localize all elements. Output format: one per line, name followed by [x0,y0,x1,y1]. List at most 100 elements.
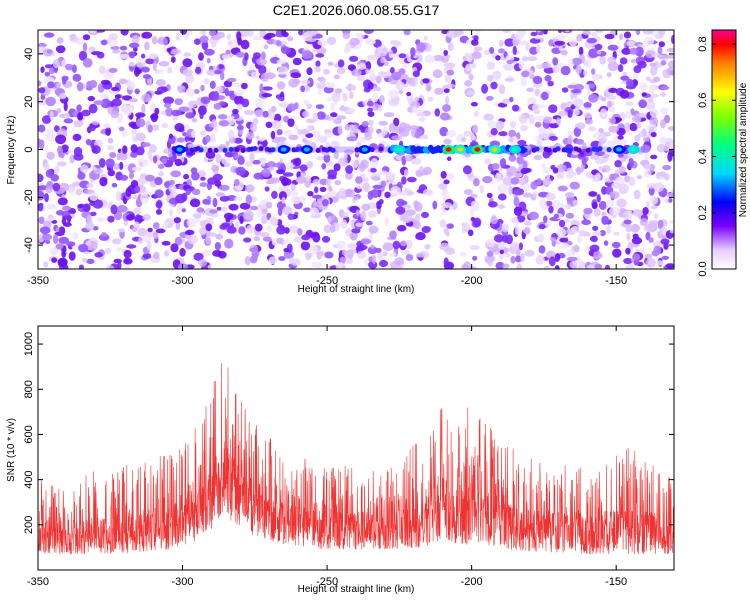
heatmap-cell [90,211,97,217]
heatmap-cell [176,137,186,143]
heatmap-cell [105,126,111,136]
heatmap-cell [595,172,601,182]
heatmap-cell [548,256,556,267]
heatmap-cell [185,229,195,236]
heatmap-cell [589,95,595,101]
heatmap-cell [38,87,46,94]
heatmap-cell [533,154,542,160]
heatmap-cell [349,37,360,46]
heatmap-cell [499,249,504,255]
heatmap-cell [187,143,197,149]
heatmap-cell [306,161,314,169]
heatmap-cell [382,242,394,252]
heatmap-cell [336,115,347,120]
heatmap-cell [117,261,122,269]
heatmap-cell [422,78,430,84]
heatmap-cell [226,33,232,41]
heatmap-cell [633,259,640,266]
heatmap-cell [383,126,388,135]
heatmap-cell [443,88,450,93]
heatmap-cell [191,171,200,181]
heatmap-cell [220,206,228,213]
heatmap-cell [283,250,295,259]
heatmap-cell [514,30,525,39]
heatmap-cell [547,80,554,87]
heatmap-cell [201,249,212,257]
heatmap-cell [367,210,377,218]
heatmap-cell [111,86,120,92]
heatmap-cell [598,128,604,134]
heatmap-cell [582,30,591,36]
x-tick-label: -200 [461,275,483,287]
heatmap-cell [665,263,674,269]
heatmap-cell [643,224,655,233]
heatmap-cell [388,89,399,100]
heatmap-cell [487,120,497,129]
heatmap-cell [158,164,165,169]
heatmap-cell [205,150,216,159]
heatmap-cell [593,250,601,260]
heatmap-cell [578,46,584,56]
heatmap-cell [598,166,603,171]
heatmap-cell [361,177,370,182]
heatmap-cell [495,120,505,131]
heatmap-cell [357,244,368,251]
heatmap-cell [98,65,106,75]
heatmap-cell [469,207,475,217]
heatmap-cell [85,240,92,246]
heatmap-cell [526,87,534,93]
heatmap-cell [209,136,217,144]
heatmap-cell [241,98,250,108]
heatmap-cell [399,73,409,83]
heatmap-cell [379,95,385,104]
heatmap-cell [91,121,100,126]
heatmap-cell [170,56,176,63]
heatmap-cell [350,84,357,91]
heatmap-cell [666,47,674,53]
heatmap-cell [303,99,310,106]
heatmap-cell [564,203,572,210]
heatmap-cell [592,225,599,231]
heatmap-cell [129,98,139,103]
heatmap-cell [486,192,493,199]
heatmap-cell [371,254,377,265]
heatmap-cell [483,49,490,56]
heatmap-cells [38,30,674,269]
heatmap-cell [409,77,416,87]
heatmap-cell [528,114,535,125]
heatmap-cell [442,104,451,112]
heatmap-cell [155,79,166,86]
heatmap-cell [377,51,387,57]
heatmap-cell [525,42,530,52]
heatmap-cell [123,250,132,259]
heatmap-cell [572,199,579,206]
heatmap-cell [495,55,501,61]
heatmap-cell [650,205,658,210]
heatmap-cell [554,40,565,46]
heatmap-cell [178,106,190,112]
signal-band-cell [228,147,234,153]
heatmap-cell [518,114,528,124]
heatmap-cell [608,125,619,133]
heatmap-cell [252,35,263,41]
heatmap-cell [200,84,205,92]
heatmap-cell [502,30,509,34]
heatmap-cell [546,171,551,180]
heatmap-cell [43,162,50,171]
heatmap-cell [560,49,568,56]
heatmap-cell [370,158,379,168]
heatmap-cell [405,254,414,261]
heatmap-cell [583,69,588,77]
heatmap-cell [662,164,672,171]
heatmap-cell [142,74,152,79]
heatmap-cell [443,179,450,185]
heatmap-cell [649,116,659,127]
colorbar-label: Normalized spectral amplitude [738,82,749,217]
heatmap-cell [363,30,375,34]
heatmap-cell [311,194,323,199]
heatmap-cell [557,185,568,192]
heatmap-cell [446,30,455,38]
colorbar-gradient [711,29,737,270]
heatmap-cell [338,187,346,197]
heatmap-cell [643,36,654,47]
